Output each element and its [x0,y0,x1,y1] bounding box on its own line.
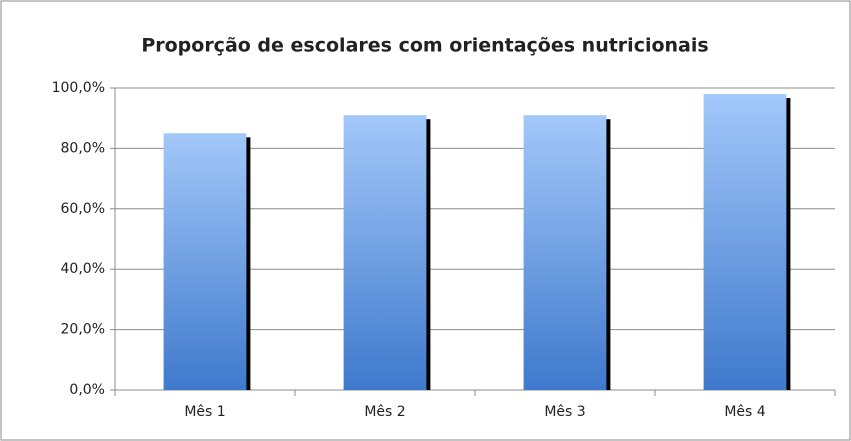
bar [703,94,787,390]
x-tick-label: Mês 4 [724,404,765,420]
y-tick-label: 40,0% [61,261,105,277]
y-tick-label: 0,0% [69,382,105,398]
y-tick-label: 20,0% [61,322,105,338]
x-tick-label: Mês 1 [184,404,225,420]
y-tick-label: 80,0% [61,140,105,156]
y-tick-label: 60,0% [61,201,105,217]
bar [163,133,247,391]
bar [523,115,607,391]
bar [343,115,427,391]
y-tick-label: 100,0% [52,80,105,96]
x-tick-label: Mês 3 [544,404,585,420]
x-tick-label: Mês 2 [364,404,405,420]
chart-title: Proporção de escolares com orientações n… [141,35,708,57]
